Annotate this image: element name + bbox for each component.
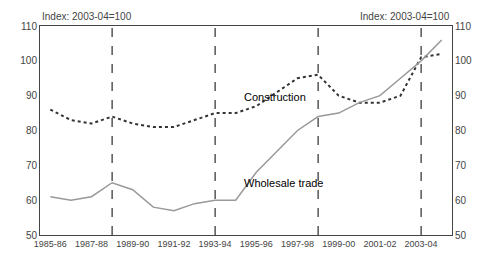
svg-text:1989-90: 1989-90	[116, 239, 149, 249]
svg-text:100: 100	[20, 55, 37, 66]
svg-text:2001-02: 2001-02	[363, 239, 396, 249]
svg-text:1995-96: 1995-96	[240, 239, 273, 249]
svg-text:90: 90	[455, 90, 467, 101]
svg-text:Index: 2003-04=100: Index: 2003-04=100	[42, 11, 132, 22]
svg-text:1999-00: 1999-00	[322, 239, 355, 249]
svg-text:Wholesale trade: Wholesale trade	[244, 177, 324, 189]
svg-text:110: 110	[455, 21, 471, 32]
svg-text:100: 100	[455, 55, 472, 66]
svg-text:60: 60	[26, 195, 38, 206]
svg-text:90: 90	[26, 90, 38, 101]
svg-text:1997-98: 1997-98	[281, 239, 314, 249]
svg-text:Construction: Construction	[244, 91, 306, 103]
svg-text:2003-04: 2003-04	[405, 239, 438, 249]
svg-text:50: 50	[455, 230, 467, 241]
svg-text:50: 50	[26, 230, 38, 241]
svg-text:1987-88: 1987-88	[75, 239, 108, 249]
svg-text:70: 70	[455, 160, 467, 171]
svg-text:80: 80	[26, 125, 38, 136]
svg-text:80: 80	[455, 125, 467, 136]
svg-text:Index: 2003-04=100: Index: 2003-04=100	[360, 11, 450, 22]
svg-text:60: 60	[455, 195, 467, 206]
svg-text:1991-92: 1991-92	[157, 239, 190, 249]
svg-text:70: 70	[26, 160, 38, 171]
svg-text:1993-94: 1993-94	[199, 239, 232, 249]
svg-text:1985-86: 1985-86	[34, 239, 67, 249]
svg-text:110: 110	[21, 21, 37, 32]
